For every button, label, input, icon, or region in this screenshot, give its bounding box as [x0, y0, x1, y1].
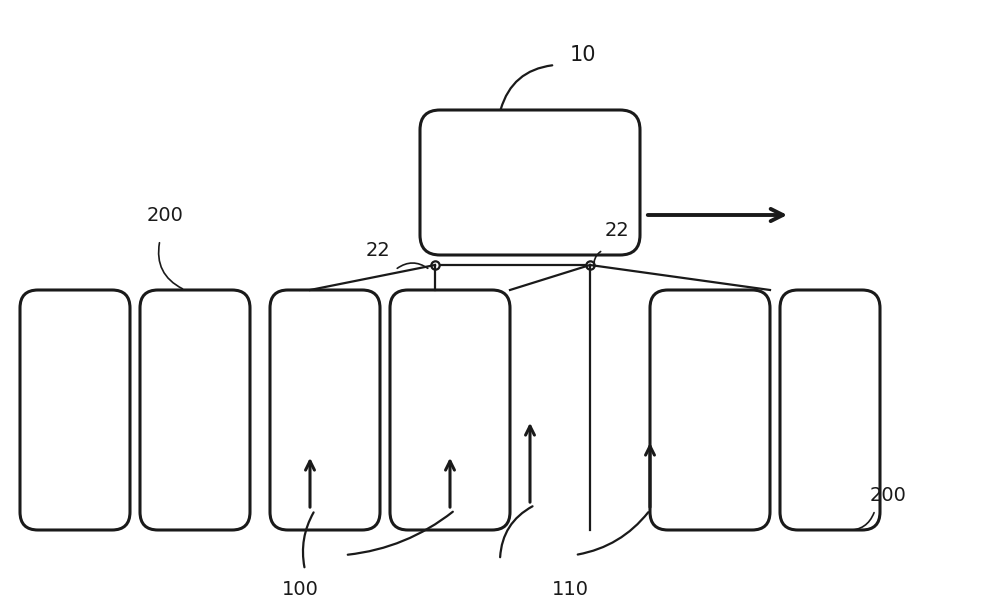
- FancyBboxPatch shape: [650, 290, 770, 530]
- FancyBboxPatch shape: [140, 290, 250, 530]
- FancyBboxPatch shape: [420, 110, 640, 255]
- Text: 10: 10: [570, 45, 596, 65]
- Text: 200: 200: [147, 206, 183, 225]
- Text: 200: 200: [870, 486, 907, 505]
- FancyBboxPatch shape: [20, 290, 130, 530]
- Text: 22: 22: [365, 241, 390, 260]
- FancyBboxPatch shape: [780, 290, 880, 530]
- FancyBboxPatch shape: [270, 290, 380, 530]
- Text: 100: 100: [282, 580, 318, 599]
- Text: 110: 110: [552, 580, 588, 599]
- FancyBboxPatch shape: [390, 290, 510, 530]
- Text: 22: 22: [605, 220, 630, 239]
